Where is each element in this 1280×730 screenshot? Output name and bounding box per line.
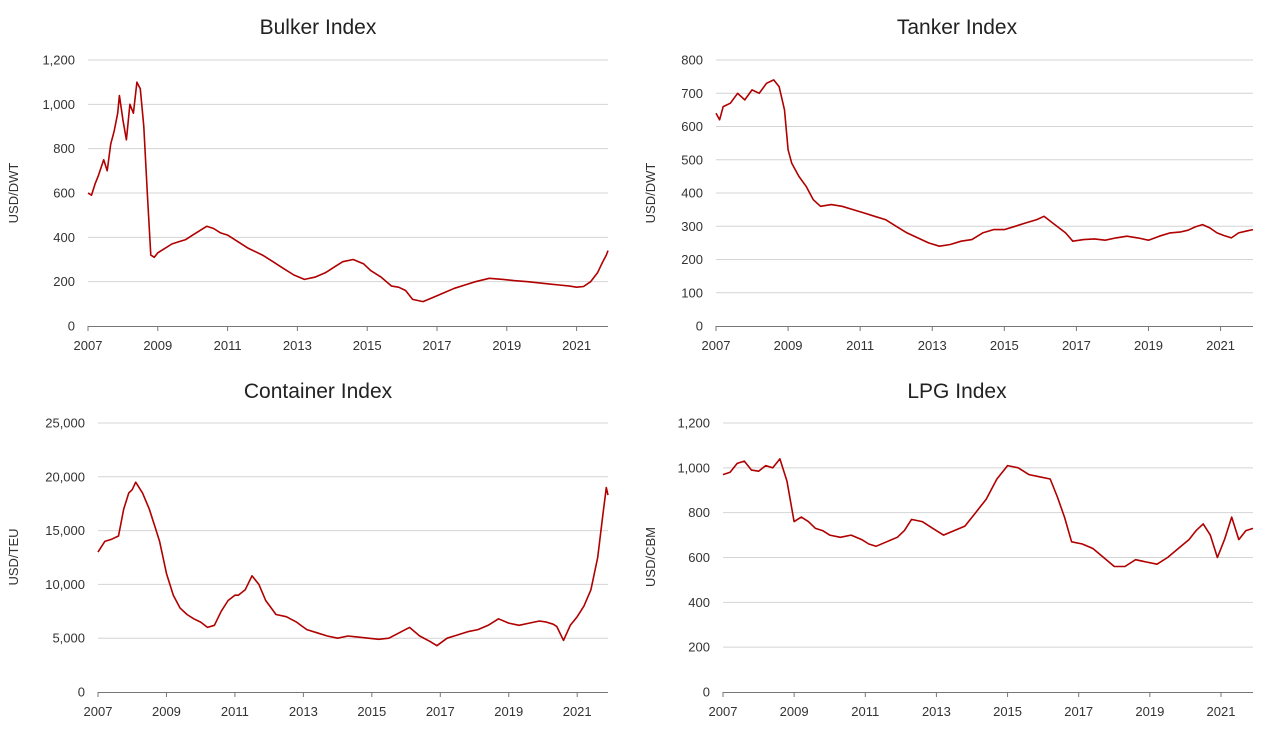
y-axis-label: USD/TEU (6, 528, 21, 585)
x-tick-label: 2017 (423, 338, 452, 353)
y-tick-label: 20,000 (45, 469, 85, 484)
x-tick-label: 2011 (851, 704, 879, 719)
y-tick-label: 0 (68, 319, 75, 334)
x-tick-label: 2019 (492, 338, 521, 353)
y-tick-label: 5,000 (52, 631, 85, 646)
y-tick-label: 200 (688, 640, 710, 655)
x-tick-label: 2007 (702, 338, 731, 353)
container-index-chart: Container Index USD/TEU 0 5,000 10,000 15,0… (6, 380, 609, 719)
x-tick-label: 2007 (74, 338, 103, 353)
x-tick-label: 2009 (780, 704, 809, 719)
x-tick-label: 2021 (562, 338, 591, 353)
y-tick-label: 600 (688, 550, 710, 565)
x-tick-label: 2015 (357, 704, 386, 719)
y-axis-label: USD/DWT (643, 163, 658, 224)
x-tick-label: 2015 (353, 338, 382, 353)
x-tick-label: 2021 (1207, 704, 1236, 719)
series-line (715, 79, 1254, 247)
x-tick-label: 2011 (214, 338, 242, 353)
y-tick-label: 500 (681, 152, 703, 167)
x-tick-label: 2013 (289, 704, 318, 719)
y-tick-label: 200 (681, 252, 703, 267)
x-tick-label: 2013 (918, 338, 947, 353)
y-axis-label: USD/CBM (643, 527, 658, 587)
y-axis-label: USD/DWT (6, 163, 21, 224)
x-tick-label: 2015 (993, 704, 1022, 719)
y-tick-label: 1,200 (677, 416, 710, 431)
y-tick-label: 400 (53, 230, 75, 245)
x-tick-label: 2015 (990, 338, 1019, 353)
y-tick-label: 700 (681, 86, 703, 101)
y-tick-label: 200 (53, 274, 75, 289)
x-tick-label: 2021 (563, 704, 592, 719)
series-line (87, 81, 609, 303)
x-tick-label: 2011 (846, 338, 874, 353)
x-tick-label: 2011 (221, 704, 249, 719)
y-tick-label: 400 (681, 186, 703, 201)
tanker-index-chart: Tanker Index USD/DWT 0 100 200 300 400 500 600… (643, 16, 1254, 353)
y-tick-label: 800 (688, 505, 710, 520)
y-tick-label: 600 (681, 119, 703, 134)
x-tick-label: 2013 (922, 704, 951, 719)
chart-title: Container Index (244, 380, 393, 403)
y-tick-label: 15,000 (45, 523, 85, 538)
y-tick-label: 600 (53, 186, 75, 201)
x-tick-label: 2013 (283, 338, 312, 353)
y-tick-label: 10,000 (45, 577, 85, 592)
series-line (722, 458, 1254, 568)
y-tick-label: 800 (53, 141, 75, 156)
y-tick-label: 1,200 (42, 53, 75, 68)
bulker-index-chart: Bulker Index USD/DWT 0 200 400 600 800 1,000 1… (6, 16, 609, 353)
y-tick-label: 400 (688, 595, 710, 610)
y-tick-label: 300 (681, 219, 703, 234)
x-tick-label: 2009 (152, 704, 181, 719)
x-tick-label: 2017 (426, 704, 455, 719)
y-tick-label: 100 (681, 285, 703, 300)
x-tick-label: 2007 (709, 704, 738, 719)
y-tick-label: 0 (696, 319, 703, 334)
series-line (97, 481, 609, 647)
y-tick-label: 0 (703, 685, 710, 700)
y-tick-label: 25,000 (45, 416, 85, 431)
chart-title: Tanker Index (897, 16, 1018, 39)
x-tick-label: 2007 (84, 704, 113, 719)
x-tick-label: 2009 (774, 338, 803, 353)
x-tick-label: 2017 (1062, 338, 1091, 353)
x-tick-label: 2017 (1064, 704, 1093, 719)
x-tick-label: 2019 (1135, 704, 1164, 719)
y-tick-label: 1,000 (42, 97, 75, 112)
y-tick-label: 0 (78, 685, 85, 700)
y-tick-label: 800 (681, 53, 703, 68)
chart-title: LPG Index (907, 380, 1007, 403)
x-tick-label: 2021 (1206, 338, 1235, 353)
x-tick-label: 2009 (143, 338, 172, 353)
x-tick-label: 2019 (494, 704, 523, 719)
x-tick-label: 2019 (1134, 338, 1163, 353)
y-tick-label: 1,000 (677, 460, 710, 475)
lpg-index-chart: LPG Index USD/CBM 0 200 400 600 800 1,000 1,20… (643, 380, 1254, 719)
chart-title: Bulker Index (260, 16, 377, 39)
